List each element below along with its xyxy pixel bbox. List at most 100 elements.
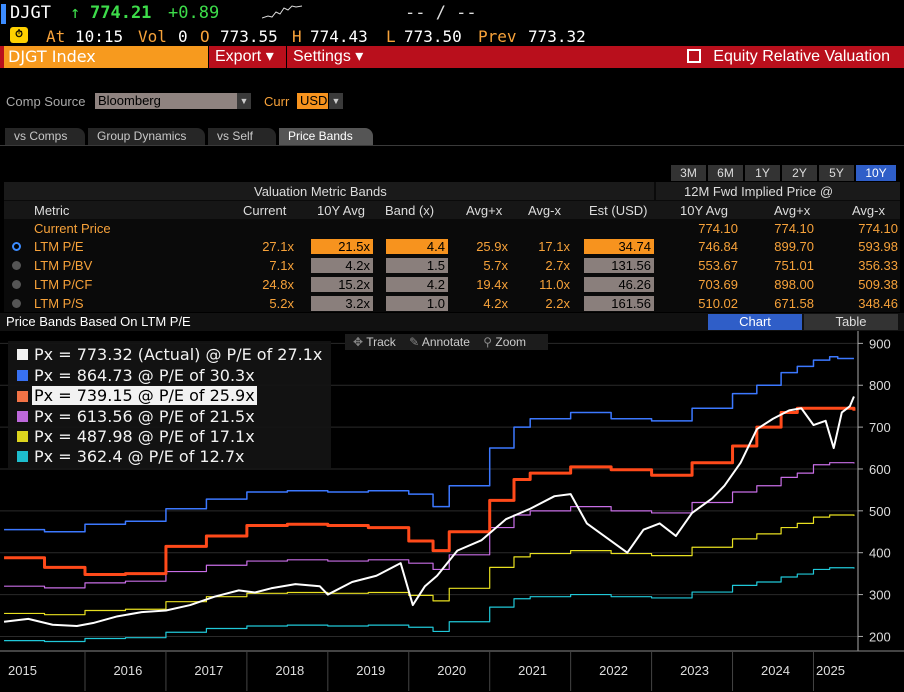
col-implied-plus[interactable]: Avg+x <box>774 203 811 218</box>
prev-label: Prev <box>478 27 517 46</box>
function-name: Equity Relative Valuation <box>713 48 890 65</box>
implied-minus: 348.46 <box>858 296 898 311</box>
implied-avg: 553.67 <box>698 258 738 273</box>
metric-est[interactable]: 34.74 <box>584 239 654 254</box>
series-line <box>4 356 854 533</box>
col-implied-avg[interactable]: 10Y Avg <box>680 203 728 218</box>
x-tick-label: 2022 <box>599 663 628 678</box>
metric-band[interactable]: 1.0 <box>386 296 448 311</box>
radio-ltm-ps[interactable] <box>12 299 21 308</box>
metric-avg: 4.2x <box>311 258 373 273</box>
chevron-down-icon[interactable]: ▼ <box>329 93 343 109</box>
col-current[interactable]: Current <box>243 203 287 218</box>
chart-view-button[interactable]: Chart <box>708 314 802 330</box>
col-band[interactable]: Band (x) <box>385 203 435 218</box>
legend-entry[interactable]: Px = 773.32 (Actual) @ P/E of 27.1x <box>34 345 323 364</box>
y-tick-label: 600 <box>869 462 891 477</box>
x-tick-label: 2016 <box>113 663 142 678</box>
metric-name: LTM P/S <box>34 296 84 311</box>
track-button[interactable]: Track <box>366 335 396 349</box>
metric-band[interactable]: 1.5 <box>386 258 448 273</box>
metric-plus: 5.7x <box>483 258 508 273</box>
zoom-button[interactable]: Zoom <box>495 335 527 349</box>
metric-band[interactable]: 4.2 <box>386 277 448 292</box>
tab-group-dynamics[interactable]: Group Dynamics <box>88 128 205 145</box>
series-lines <box>3 356 856 643</box>
col-avg-plus[interactable]: Avg+x <box>466 203 503 218</box>
table-view-button[interactable]: Table <box>804 314 898 330</box>
comp-source-select[interactable]: Bloomberg <box>95 93 237 109</box>
x-tick-label: 2019 <box>356 663 385 678</box>
tab-vs-comps[interactable]: vs Comps <box>5 128 85 145</box>
metric-est[interactable]: 161.56 <box>584 296 654 311</box>
security-title[interactable]: DJGT Index <box>4 46 208 68</box>
y-tick-label: 400 <box>869 546 891 561</box>
x-axis: 2015 2016 2017 2018 2019 2020 2021 2022 2023 2024… <box>0 650 904 691</box>
chart-header: Price Bands Based On LTM P/E Chart Table <box>0 313 904 331</box>
legend-entry[interactable]: Px = 487.98 @ P/E of 17.1x <box>34 427 255 446</box>
col-est[interactable]: Est (USD) <box>589 203 648 218</box>
legend-entry[interactable]: Px = 362.4 @ P/E of 12.7x <box>34 447 245 466</box>
col-metric[interactable]: Metric <box>34 203 70 218</box>
implied-plus: 671.58 <box>774 296 814 311</box>
current-price-avg: 774.10 <box>698 221 738 236</box>
radio-ltm-pbv[interactable] <box>12 261 21 270</box>
metric-minus: 17.1x <box>538 239 570 254</box>
period-5y[interactable]: 5Y <box>819 165 854 181</box>
metric-band[interactable]: 4.4 <box>386 239 448 254</box>
tab-vs-self[interactable]: vs Self <box>208 128 276 145</box>
group-header-implied: 12M Fwd Implied Price @ <box>684 184 834 199</box>
prev-price: 773.32 <box>528 27 586 46</box>
implied-avg: 703.69 <box>698 277 738 292</box>
tab-divider <box>0 145 904 146</box>
period-10y[interactable]: 10Y <box>856 165 896 181</box>
group-header-bands: Valuation Metric Bands <box>254 184 387 199</box>
annotate-button[interactable]: Annotate <box>421 335 470 349</box>
period-3m[interactable]: 3M <box>671 165 706 181</box>
tab-price-bands[interactable]: Price Bands <box>279 128 373 145</box>
radio-ltm-pe[interactable] <box>12 242 21 251</box>
series-line <box>4 514 855 616</box>
period-2y[interactable]: 2Y <box>782 165 817 181</box>
series-line <box>3 396 855 627</box>
implied-avg: 510.02 <box>698 296 738 311</box>
col-10y-avg[interactable]: 10Y Avg <box>317 203 365 218</box>
quote-time: 10:15 <box>75 27 124 46</box>
implied-minus: 509.38 <box>858 277 898 292</box>
legend-entry[interactable]: Px = 864.73 @ P/E of 30.3x <box>34 366 255 385</box>
settings-menu[interactable]: Settings ▾ <box>286 46 370 68</box>
zoom-icon[interactable]: ⚲ <box>483 335 493 349</box>
at-label: At <box>46 27 66 46</box>
col-implied-minus[interactable]: Avg-x <box>852 203 885 218</box>
metric-plus: 25.9x <box>476 239 508 254</box>
popout-icon[interactable] <box>687 49 702 63</box>
legend-entry[interactable]: Px = 613.56 @ P/E of 21.5x <box>34 407 255 426</box>
x-tick-label: 2024 <box>761 663 790 678</box>
high-price: 774.43 <box>310 27 368 46</box>
metric-name: LTM P/E <box>34 239 84 254</box>
annotate-icon[interactable]: ✎ <box>409 335 420 349</box>
radio-ltm-pcf[interactable] <box>12 280 21 289</box>
currency-select[interactable]: USD <box>297 93 328 109</box>
metric-est[interactable]: 46.26 <box>584 277 654 292</box>
ticker-bar: DJGT ↑ 774.21 +0.89 -- / -- <box>0 0 904 28</box>
implied-avg: 746.84 <box>698 239 738 254</box>
period-6m[interactable]: 6M <box>708 165 743 181</box>
col-avg-minus[interactable]: Avg-x <box>528 203 561 218</box>
ticker-symbol[interactable]: DJGT <box>10 3 51 23</box>
metric-est[interactable]: 131.56 <box>584 258 654 273</box>
chevron-down-icon[interactable]: ▼ <box>237 93 251 109</box>
series-line <box>4 567 855 643</box>
track-icon[interactable]: ✥ <box>353 335 364 349</box>
security-flag <box>1 4 6 24</box>
low-price: 773.50 <box>404 27 462 46</box>
legend-swatch <box>17 349 28 360</box>
metric-current: 27.1x <box>262 239 294 254</box>
legend-entry-selected[interactable]: Px = 739.15 @ P/E of 25.9x <box>32 386 257 405</box>
up-arrow-icon: ↑ <box>70 3 81 23</box>
period-1y[interactable]: 1Y <box>745 165 780 181</box>
function-title[interactable]: Equity Relative Valuation <box>687 46 890 68</box>
metric-minus: 2.7x <box>545 258 570 273</box>
export-menu[interactable]: Export ▾ <box>208 46 280 68</box>
